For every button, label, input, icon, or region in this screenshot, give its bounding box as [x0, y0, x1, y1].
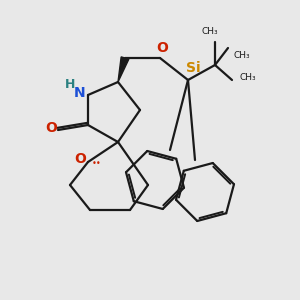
Text: CH₃: CH₃	[202, 28, 218, 37]
Text: O: O	[45, 121, 57, 135]
Text: CH₃: CH₃	[240, 74, 256, 82]
Text: O: O	[74, 152, 86, 166]
Text: Si: Si	[186, 61, 200, 75]
Text: N: N	[74, 86, 86, 100]
Text: H: H	[65, 79, 75, 92]
Text: ••: ••	[92, 158, 102, 167]
Text: CH₃: CH₃	[233, 52, 250, 61]
Polygon shape	[118, 57, 129, 82]
Text: O: O	[156, 41, 168, 55]
